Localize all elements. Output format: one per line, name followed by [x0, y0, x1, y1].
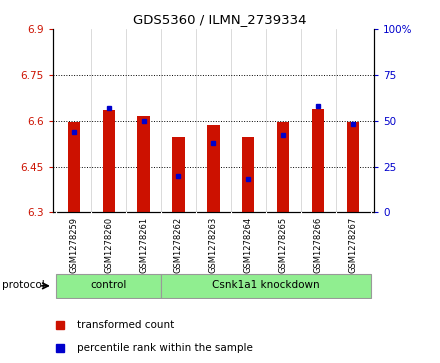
- Bar: [277, 122, 290, 212]
- Bar: [347, 122, 359, 212]
- Text: GSM1278264: GSM1278264: [244, 217, 253, 273]
- Bar: [161, 274, 370, 298]
- Bar: [207, 125, 220, 212]
- Text: Csnk1a1 knockdown: Csnk1a1 knockdown: [212, 280, 319, 290]
- Text: GSM1278260: GSM1278260: [104, 217, 113, 273]
- Text: GDS5360 / ILMN_2739334: GDS5360 / ILMN_2739334: [133, 13, 307, 26]
- Text: GSM1278261: GSM1278261: [139, 217, 148, 273]
- Bar: [242, 137, 254, 212]
- Bar: [172, 137, 185, 212]
- Bar: [68, 122, 80, 212]
- Bar: [137, 115, 150, 212]
- Text: GSM1278263: GSM1278263: [209, 217, 218, 273]
- Text: percentile rank within the sample: percentile rank within the sample: [77, 343, 253, 352]
- Text: GSM1278266: GSM1278266: [314, 217, 323, 273]
- Text: protocol: protocol: [2, 280, 45, 290]
- Text: GSM1278265: GSM1278265: [279, 217, 288, 273]
- Bar: [56, 274, 161, 298]
- Text: transformed count: transformed count: [77, 321, 174, 330]
- Text: GSM1278259: GSM1278259: [69, 217, 78, 273]
- Text: GSM1278262: GSM1278262: [174, 217, 183, 273]
- Text: control: control: [91, 280, 127, 290]
- Bar: [312, 109, 324, 212]
- Bar: [103, 110, 115, 212]
- Text: GSM1278267: GSM1278267: [348, 217, 358, 273]
